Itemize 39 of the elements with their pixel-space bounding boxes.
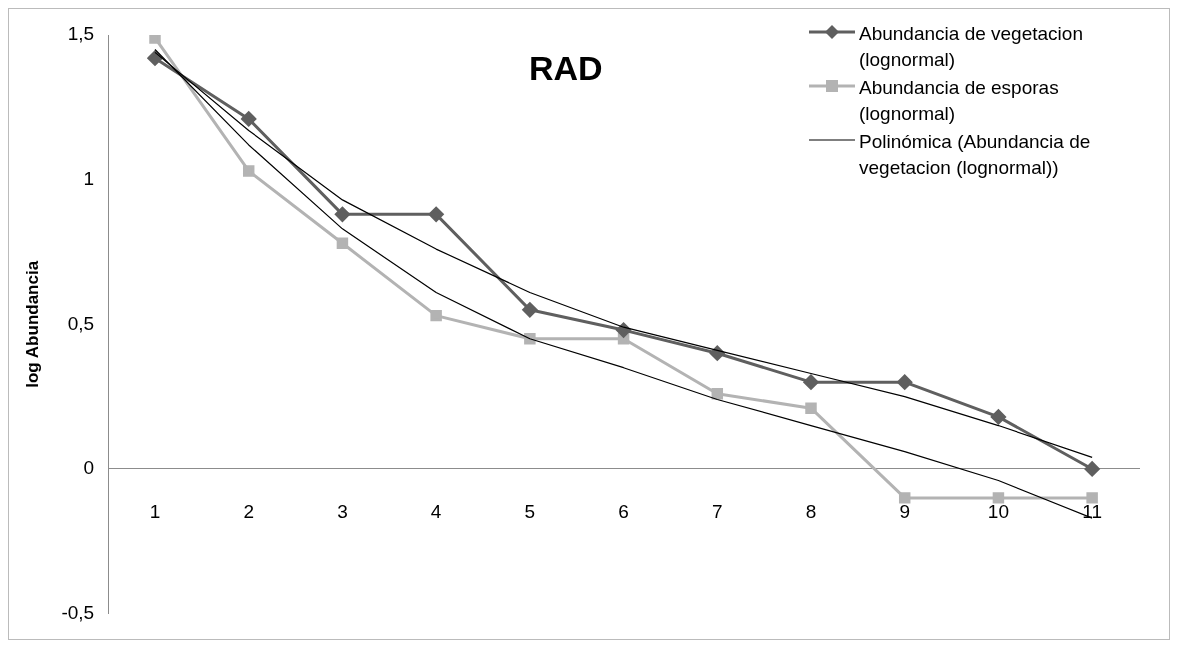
y-tick-label: 0,5: [67, 312, 95, 334]
point: [149, 35, 161, 44]
y-axis-title: log Abundancia: [22, 260, 42, 388]
x-tick-label: 11: [1082, 500, 1103, 522]
legend-label: Polinómica (Abundancia de vegetacion (lognormal)): [859, 130, 1092, 180]
y-tick-label: 1: [83, 167, 95, 189]
chart-title: RAD: [529, 49, 603, 88]
legend-label: Abundancia de esporas (lognormal): [859, 76, 1060, 126]
point: [336, 237, 349, 250]
x-tick-label: 2: [243, 500, 254, 522]
y-tick-label: 0: [83, 457, 95, 479]
x-tick-label: 10: [987, 500, 1009, 522]
point: [334, 206, 350, 222]
y-tick-label: -0,5: [61, 601, 95, 623]
point: [147, 50, 163, 66]
point: [430, 309, 442, 322]
x-tick-label: 4: [430, 500, 442, 522]
x-tick-label: 8: [805, 500, 817, 522]
x-tick-label: 1: [149, 500, 161, 522]
x-tick-label: 6: [618, 500, 629, 522]
y-tick-label: 1,5: [67, 23, 95, 45]
point: [241, 111, 257, 127]
legend-label: Abundancia de vegetacion (lognormal): [859, 22, 1084, 72]
x-tick-label: 7: [712, 500, 723, 522]
point: [711, 387, 724, 400]
x-tick-label: 3: [337, 500, 348, 522]
point: [992, 492, 1005, 504]
point: [803, 374, 819, 390]
point: [897, 374, 913, 390]
point: [805, 402, 817, 414]
point: [242, 165, 255, 177]
point: [990, 409, 1006, 425]
point: [428, 206, 444, 222]
point: [522, 302, 538, 318]
x-tick-label: 5: [524, 500, 536, 522]
point: [1084, 461, 1100, 477]
x-tick-label: 9: [899, 500, 910, 522]
point: [898, 492, 911, 504]
point: [1086, 492, 1098, 504]
